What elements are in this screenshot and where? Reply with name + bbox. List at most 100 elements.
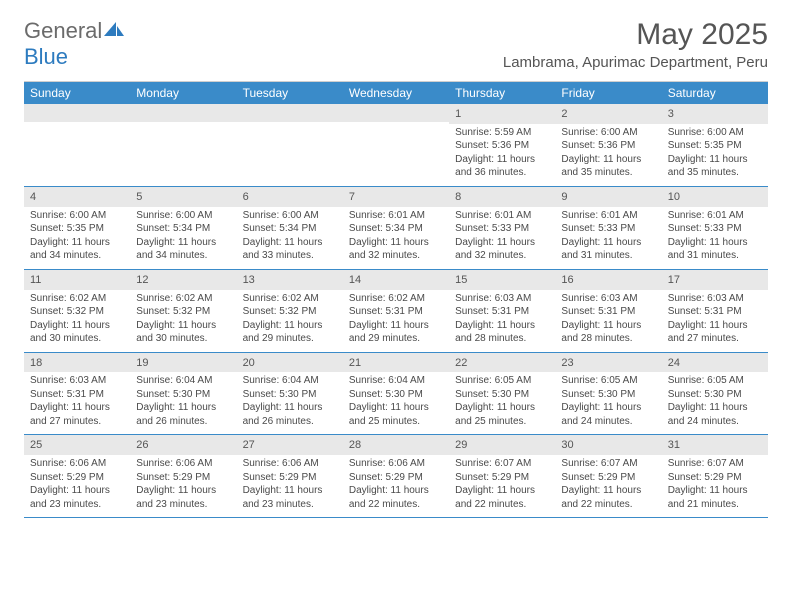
day-number: 14: [343, 270, 449, 290]
day-number: 12: [130, 270, 236, 290]
sunset-text: Sunset: 5:35 PM: [668, 139, 762, 153]
sunrise-text: Sunrise: 6:01 AM: [455, 209, 549, 223]
day-number: [343, 104, 449, 122]
day-body: Sunrise: 6:01 AMSunset: 5:33 PMDaylight:…: [662, 207, 768, 269]
day-cell: 13Sunrise: 6:02 AMSunset: 5:32 PMDayligh…: [237, 270, 343, 352]
day-body: Sunrise: 5:59 AMSunset: 5:36 PMDaylight:…: [449, 124, 555, 186]
day-number: 20: [237, 353, 343, 373]
day-body: Sunrise: 6:04 AMSunset: 5:30 PMDaylight:…: [130, 372, 236, 434]
day-number: 25: [24, 435, 130, 455]
day-cell: [130, 104, 236, 186]
day-body: Sunrise: 6:03 AMSunset: 5:31 PMDaylight:…: [662, 290, 768, 352]
week-row: 1Sunrise: 5:59 AMSunset: 5:36 PMDaylight…: [24, 104, 768, 187]
day-cell: 6Sunrise: 6:00 AMSunset: 5:34 PMDaylight…: [237, 187, 343, 269]
day-number: [24, 104, 130, 122]
sunrise-text: Sunrise: 6:01 AM: [561, 209, 655, 223]
sunrise-text: Sunrise: 6:03 AM: [30, 374, 124, 388]
day-number: 7: [343, 187, 449, 207]
sunset-text: Sunset: 5:31 PM: [668, 305, 762, 319]
sunset-text: Sunset: 5:32 PM: [136, 305, 230, 319]
day-body: Sunrise: 6:02 AMSunset: 5:32 PMDaylight:…: [24, 290, 130, 352]
daylight-text: Daylight: 11 hours and 27 minutes.: [668, 319, 762, 346]
day-cell: 5Sunrise: 6:00 AMSunset: 5:34 PMDaylight…: [130, 187, 236, 269]
day-header-thursday: Thursday: [449, 82, 555, 104]
day-number: 24: [662, 353, 768, 373]
day-cell: 17Sunrise: 6:03 AMSunset: 5:31 PMDayligh…: [662, 270, 768, 352]
day-body: Sunrise: 6:06 AMSunset: 5:29 PMDaylight:…: [24, 455, 130, 517]
sunset-text: Sunset: 5:31 PM: [455, 305, 549, 319]
sunrise-text: Sunrise: 6:04 AM: [243, 374, 337, 388]
day-cell: 4Sunrise: 6:00 AMSunset: 5:35 PMDaylight…: [24, 187, 130, 269]
day-cell: 22Sunrise: 6:05 AMSunset: 5:30 PMDayligh…: [449, 353, 555, 435]
daylight-text: Daylight: 11 hours and 36 minutes.: [455, 153, 549, 180]
day-body: [24, 122, 130, 180]
day-body: [237, 122, 343, 180]
location-label: Lambrama, Apurimac Department, Peru: [503, 54, 768, 71]
day-number: 19: [130, 353, 236, 373]
day-cell: [24, 104, 130, 186]
day-cell: [343, 104, 449, 186]
daylight-text: Daylight: 11 hours and 27 minutes.: [30, 401, 124, 428]
day-cell: 30Sunrise: 6:07 AMSunset: 5:29 PMDayligh…: [555, 435, 661, 517]
sunrise-text: Sunrise: 6:05 AM: [455, 374, 549, 388]
sunrise-text: Sunrise: 6:00 AM: [668, 126, 762, 140]
title-block: May 2025 Lambrama, Apurimac Department, …: [503, 18, 768, 71]
day-cell: 18Sunrise: 6:03 AMSunset: 5:31 PMDayligh…: [24, 353, 130, 435]
weeks-container: 1Sunrise: 5:59 AMSunset: 5:36 PMDaylight…: [24, 104, 768, 518]
sunset-text: Sunset: 5:36 PM: [561, 139, 655, 153]
sunset-text: Sunset: 5:34 PM: [136, 222, 230, 236]
daylight-text: Daylight: 11 hours and 25 minutes.: [455, 401, 549, 428]
day-number: [237, 104, 343, 122]
day-cell: 28Sunrise: 6:06 AMSunset: 5:29 PMDayligh…: [343, 435, 449, 517]
daylight-text: Daylight: 11 hours and 34 minutes.: [30, 236, 124, 263]
day-body: Sunrise: 6:00 AMSunset: 5:36 PMDaylight:…: [555, 124, 661, 186]
daylight-text: Daylight: 11 hours and 25 minutes.: [349, 401, 443, 428]
day-header-friday: Friday: [555, 82, 661, 104]
day-cell: 2Sunrise: 6:00 AMSunset: 5:36 PMDaylight…: [555, 104, 661, 186]
day-cell: 27Sunrise: 6:06 AMSunset: 5:29 PMDayligh…: [237, 435, 343, 517]
sunrise-text: Sunrise: 6:02 AM: [136, 292, 230, 306]
day-body: Sunrise: 6:07 AMSunset: 5:29 PMDaylight:…: [449, 455, 555, 517]
daylight-text: Daylight: 11 hours and 34 minutes.: [136, 236, 230, 263]
sunrise-text: Sunrise: 6:05 AM: [668, 374, 762, 388]
day-number: 10: [662, 187, 768, 207]
day-body: [343, 122, 449, 180]
day-body: Sunrise: 6:00 AMSunset: 5:34 PMDaylight:…: [237, 207, 343, 269]
sunset-text: Sunset: 5:30 PM: [455, 388, 549, 402]
sunrise-text: Sunrise: 6:01 AM: [349, 209, 443, 223]
daylight-text: Daylight: 11 hours and 23 minutes.: [136, 484, 230, 511]
sunrise-text: Sunrise: 6:02 AM: [243, 292, 337, 306]
day-body: Sunrise: 6:07 AMSunset: 5:29 PMDaylight:…: [662, 455, 768, 517]
day-cell: 24Sunrise: 6:05 AMSunset: 5:30 PMDayligh…: [662, 353, 768, 435]
day-cell: 21Sunrise: 6:04 AMSunset: 5:30 PMDayligh…: [343, 353, 449, 435]
sunrise-text: Sunrise: 6:03 AM: [455, 292, 549, 306]
daylight-text: Daylight: 11 hours and 29 minutes.: [349, 319, 443, 346]
daylight-text: Daylight: 11 hours and 31 minutes.: [668, 236, 762, 263]
sunset-text: Sunset: 5:31 PM: [349, 305, 443, 319]
day-number: 27: [237, 435, 343, 455]
sunrise-text: Sunrise: 6:03 AM: [561, 292, 655, 306]
sunset-text: Sunset: 5:34 PM: [349, 222, 443, 236]
sunset-text: Sunset: 5:34 PM: [243, 222, 337, 236]
daylight-text: Daylight: 11 hours and 22 minutes.: [561, 484, 655, 511]
day-cell: 8Sunrise: 6:01 AMSunset: 5:33 PMDaylight…: [449, 187, 555, 269]
sunrise-text: Sunrise: 6:03 AM: [668, 292, 762, 306]
week-row: 4Sunrise: 6:00 AMSunset: 5:35 PMDaylight…: [24, 187, 768, 270]
logo-text-general: General: [24, 18, 102, 43]
sunset-text: Sunset: 5:32 PM: [30, 305, 124, 319]
sunrise-text: Sunrise: 6:00 AM: [561, 126, 655, 140]
sunset-text: Sunset: 5:30 PM: [243, 388, 337, 402]
sunrise-text: Sunrise: 6:06 AM: [136, 457, 230, 471]
day-number: 23: [555, 353, 661, 373]
sunset-text: Sunset: 5:30 PM: [561, 388, 655, 402]
logo-text-blue: Blue: [24, 44, 68, 69]
day-number: 29: [449, 435, 555, 455]
day-cell: 12Sunrise: 6:02 AMSunset: 5:32 PMDayligh…: [130, 270, 236, 352]
sunrise-text: Sunrise: 6:04 AM: [136, 374, 230, 388]
sunrise-text: Sunrise: 6:02 AM: [30, 292, 124, 306]
day-cell: 23Sunrise: 6:05 AMSunset: 5:30 PMDayligh…: [555, 353, 661, 435]
day-body: Sunrise: 6:02 AMSunset: 5:32 PMDaylight:…: [130, 290, 236, 352]
day-body: Sunrise: 6:06 AMSunset: 5:29 PMDaylight:…: [130, 455, 236, 517]
day-number: 16: [555, 270, 661, 290]
sunset-text: Sunset: 5:33 PM: [561, 222, 655, 236]
